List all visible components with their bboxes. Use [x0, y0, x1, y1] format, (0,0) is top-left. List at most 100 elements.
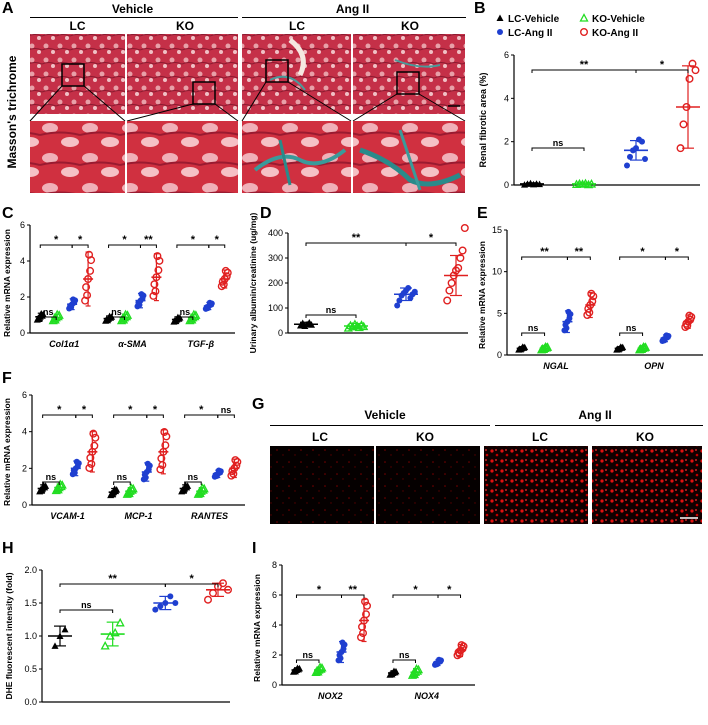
significance-label: * [54, 234, 59, 246]
data-point [83, 291, 92, 300]
x-category-label: NOX2 [318, 691, 343, 701]
significance-label: * [640, 246, 645, 258]
significance-label: * [429, 232, 434, 244]
significance-bracket [521, 332, 546, 336]
data-point [85, 250, 94, 259]
data-point [203, 595, 212, 604]
data-point [221, 266, 230, 275]
significance-label: ns [111, 307, 122, 317]
y-tick-label: 0 [22, 500, 27, 510]
data-point [624, 162, 630, 169]
y-tick-label: 6 [22, 390, 27, 400]
y-tick-label: 0 [20, 328, 25, 338]
y-tick-label: 0 [272, 680, 277, 690]
significance-label: ns [553, 138, 564, 148]
data-point [208, 589, 217, 598]
data-point [361, 597, 370, 606]
significance-label: ns [399, 650, 410, 660]
y-tick-label: 1.0 [24, 631, 37, 641]
header-ang: Ang II [335, 2, 370, 16]
x-category-label: RANTES [191, 511, 228, 521]
legend-marker [579, 13, 589, 22]
significance-label: ** [580, 59, 589, 71]
data-point [443, 296, 452, 305]
significance-bracket [305, 314, 357, 318]
panel-label-d: D [260, 205, 272, 222]
data-point [153, 252, 162, 261]
x-category-label: VCAM-1 [50, 511, 85, 521]
panel-c: C 0 2 4 6 Relative mRNA expression Col1α1 ns * *… [0, 205, 240, 370]
panel-h: H 0.0 0.5 1.0 1.5 2.0 DHE fluorescent intensi… [0, 540, 240, 720]
significance-bracket [531, 147, 585, 151]
data-point [458, 246, 467, 255]
significance-label: * [57, 404, 62, 416]
significance-label: * [190, 573, 195, 585]
significance-label: * [199, 404, 204, 416]
col-ko-vehicle: KO [176, 19, 194, 33]
g-header-vehicle: Vehicle [364, 408, 406, 422]
x-category-label: MCP-1 [124, 511, 152, 521]
data-point [409, 669, 420, 679]
significance-bracket [208, 244, 226, 248]
significance-label: ns [326, 305, 337, 315]
data-point [563, 325, 570, 332]
panel-label-b: B [474, 0, 486, 17]
significance-label: ns [180, 307, 191, 317]
significance-label: * [675, 246, 680, 258]
data-point [73, 458, 80, 465]
significance-label: * [447, 584, 452, 596]
significance-label: ** [540, 246, 549, 258]
data-point [144, 460, 151, 467]
significance-bracket [184, 481, 202, 485]
data-point [460, 224, 469, 233]
y-tick-label: 1.5 [24, 598, 37, 608]
data-point [61, 625, 69, 633]
significance-label: * [128, 404, 133, 416]
data-point [187, 314, 197, 324]
significance-bracket [108, 316, 126, 320]
y-tick-label: 0.5 [24, 664, 37, 674]
data-point [157, 603, 164, 610]
x-category-label: OPN [644, 361, 664, 370]
y-axis-label: Urinary albumin/creatinine (ug/mg) [248, 212, 258, 353]
significance-bracket [217, 414, 235, 418]
significance-label: * [82, 404, 87, 416]
y-tick-label: 6 [504, 50, 509, 60]
significance-label: * [317, 584, 322, 596]
significance-label: ns [117, 472, 128, 482]
data-point [86, 266, 95, 275]
col-ko-ang: KO [401, 19, 419, 33]
g-vehicle-rule [270, 425, 490, 426]
g-col-ko-ang: KO [636, 430, 654, 444]
significance-label: * [191, 234, 196, 246]
data-point [639, 138, 645, 145]
y-axis-label: Renal fibrotic area (%) [478, 72, 488, 167]
data-point [396, 297, 403, 304]
y-tick-label: 2.0 [24, 565, 37, 575]
significance-bracket [437, 594, 462, 598]
significance-bracket [392, 659, 416, 663]
g-col-lc-vehicle: LC [312, 430, 328, 444]
significance-label: ns [46, 472, 57, 482]
data-point [195, 488, 205, 498]
legend-label: LC-Ang II [508, 28, 553, 39]
data-point [50, 314, 60, 324]
data-point [136, 301, 143, 308]
y-tick-label: 2 [20, 292, 25, 302]
data-point [411, 288, 418, 295]
significance-label: * [660, 59, 665, 71]
legend-label: LC-Vehicle [508, 14, 560, 25]
data-point [110, 627, 120, 637]
y-tick-label: 2 [272, 650, 277, 660]
significance-label: ns [302, 650, 313, 660]
y-tick-label: 300 [268, 253, 283, 263]
panel-label-a: A [2, 0, 14, 17]
y-axis-label: DHE fluorescent intensity (fold) [4, 572, 14, 699]
data-point [161, 441, 170, 450]
significance-bracket [635, 69, 689, 73]
x-category-label: TGF-β [188, 339, 215, 349]
panel-label-i: I [252, 540, 257, 557]
significance-label: ** [144, 234, 153, 246]
g-ang-rule [495, 425, 703, 426]
